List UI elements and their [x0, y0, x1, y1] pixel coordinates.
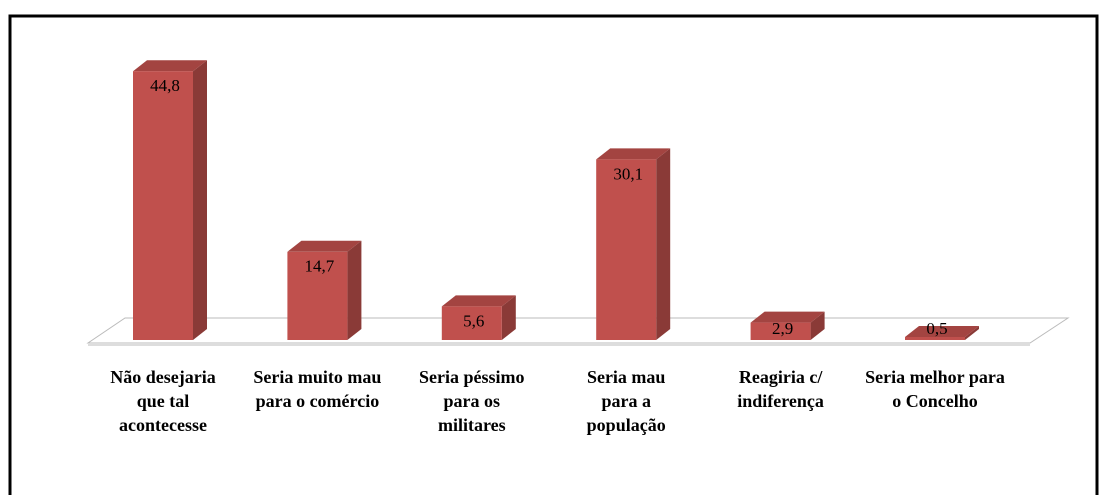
data-label: 0,5 — [926, 319, 947, 338]
floor-edge — [88, 343, 1030, 346]
bar — [596, 159, 657, 340]
frame — [8, 14, 1099, 495]
data-label: 2,9 — [772, 319, 793, 338]
data-label: 5,6 — [463, 311, 484, 330]
bar-top — [441, 295, 516, 307]
bar-side — [193, 60, 207, 340]
bar — [287, 251, 348, 340]
x-tick-label: Reagiria c/ indiferença — [737, 367, 824, 411]
bar-side — [965, 326, 979, 340]
bar-top — [750, 311, 825, 323]
bar-top — [133, 60, 207, 72]
data-label: 14,7 — [305, 257, 335, 276]
bar-top — [596, 148, 671, 160]
bar-side — [347, 240, 362, 340]
bar — [441, 306, 502, 340]
x-tick-label: Seria melhor para o Concelho — [865, 367, 1005, 411]
bar — [133, 71, 193, 340]
x-tick-label: Seria muito mau para o comércio — [253, 367, 382, 411]
data-label: 30,1 — [613, 164, 643, 183]
bar-side — [810, 311, 825, 340]
bar-top — [287, 240, 362, 252]
bar-top — [905, 326, 979, 337]
bar-side — [501, 295, 516, 340]
x-tick-label: Seria péssimo para os militares — [419, 367, 525, 435]
bar-side — [656, 148, 671, 340]
x-tick-label: Não desejaria que tal acontecesse — [110, 367, 216, 435]
x-tick-label: Seria mau para a população — [586, 367, 666, 435]
bar — [905, 337, 965, 340]
bar — [750, 322, 811, 340]
data-label: 44,8 — [150, 76, 180, 95]
